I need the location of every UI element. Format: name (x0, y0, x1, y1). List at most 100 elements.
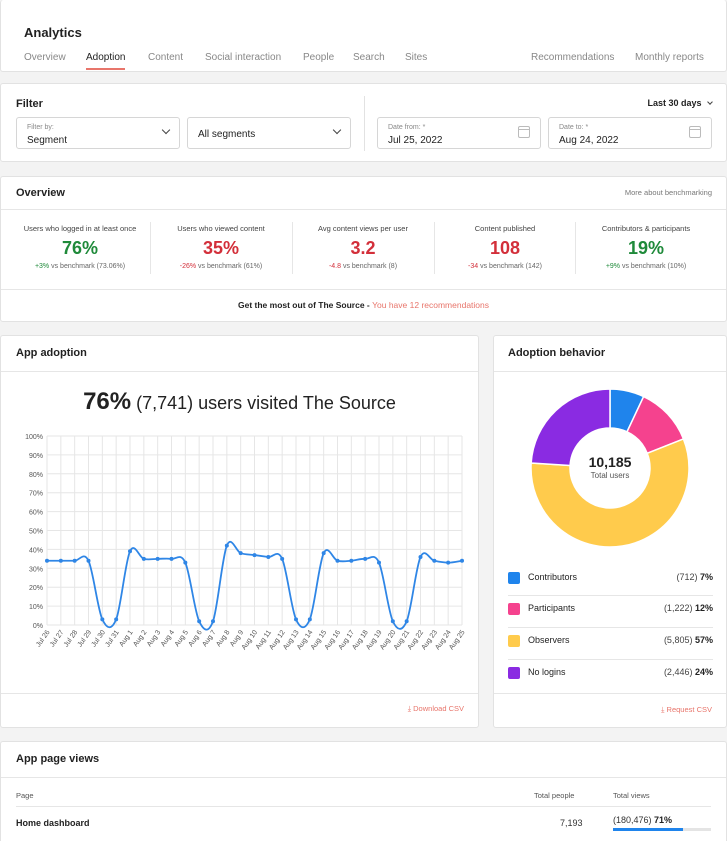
metric-label: Content published (474, 224, 536, 233)
tab-recommendations[interactable]: Recommendations (531, 52, 615, 63)
date-to-field[interactable]: Date to: * Aug 24, 2022 (548, 117, 712, 149)
metric-content-published: Content published 108 -34 vs benchmark (… (435, 224, 575, 270)
legend-divider (508, 627, 713, 628)
metric-users-viewed-content: Users who viewed content 35% -26% vs ben… (151, 224, 291, 270)
date-to-label: Date to: * (559, 124, 589, 131)
metric-benchmark: -34 vs benchmark (142) (435, 263, 575, 270)
request-csv-button[interactable]: ⤓ Request CSV (661, 705, 712, 715)
legend-count: (1,222) (663, 603, 693, 613)
tab-monthly-reports[interactable]: Monthly reports (635, 52, 704, 63)
overview-header-divider (1, 209, 726, 210)
recommendations-link[interactable]: You have 12 recommendations (372, 300, 489, 310)
data-point (349, 558, 354, 563)
tab-overview[interactable]: Overview (24, 52, 66, 63)
benchmark-link[interactable]: More about benchmarking (624, 188, 712, 197)
legend-value: (2,446) 24% (664, 667, 713, 677)
download-csv-button[interactable]: ⤓ Download CSV (408, 704, 464, 714)
overview-panel: Overview More about benchmarking Get the… (0, 176, 727, 322)
metric-users-logged-in: Users who logged in at least once 76% +3… (10, 224, 150, 270)
date-from-label: Date from: * (388, 124, 426, 131)
x-tick-label: Jul 31 (104, 629, 121, 648)
data-point (128, 549, 132, 554)
metric-avg-content-views: Avg content views per user 3.2 -4.8 vs b… (293, 224, 433, 270)
app-page-views-panel: App page views Page Total people Total v… (0, 741, 727, 841)
tab-people[interactable]: People (303, 52, 335, 63)
metric-label: Users who viewed content (177, 224, 265, 233)
legend-count: (5,805) (663, 635, 693, 645)
data-point (224, 543, 229, 548)
date-from-value: Jul 25, 2022 (388, 135, 443, 146)
date-to-value: Aug 24, 2022 (559, 135, 619, 146)
date-range-dropdown[interactable]: Last 30 days (647, 98, 713, 108)
column-header-total-views: Total views (613, 791, 650, 800)
tab-content[interactable]: Content (148, 52, 184, 63)
segments-value: All segments (198, 129, 256, 140)
filter-panel: Filter Last 30 days Filter by: Segment A… (0, 83, 727, 162)
chevron-down-icon (161, 125, 171, 135)
row-views-pct: 71% (654, 815, 673, 825)
y-tick-label: 0% (33, 623, 43, 630)
y-tick-label: 10% (29, 604, 43, 611)
filter-by-label: Filter by: (27, 124, 54, 131)
filter-by-select[interactable]: Filter by: Segment (16, 117, 180, 149)
segments-select[interactable]: All segments (187, 117, 351, 149)
metric-value: 76% (61, 238, 99, 258)
metric-label: Users who logged in at least once (23, 224, 137, 233)
row-page-name[interactable]: Home dashboard (16, 818, 90, 828)
metric-benchmark: -4.8 vs benchmark (8) (293, 263, 433, 270)
filter-divider (364, 96, 365, 151)
data-point (58, 558, 63, 563)
tab-search[interactable]: Search (353, 52, 385, 63)
app-adoption-panel: App adoption 76% (7,741) users visited T… (0, 335, 479, 728)
metric-contributors-participants: Contributors & participants 19% +9% vs b… (576, 224, 716, 270)
adoption-headline: 76% (7,741) users visited The Source (1, 388, 478, 416)
app-adoption-footer-divider (1, 693, 478, 694)
data-point (363, 556, 368, 561)
legend-count: (2,446) (663, 667, 693, 677)
adoption-line-chart: 0%10%20%30%40%50%60%70%80%90%100%Jul 26J… (25, 434, 467, 651)
adoption-behavior-footer-divider (494, 693, 726, 694)
row-total-views: (180,476) 71% (613, 815, 672, 825)
y-tick-label: 40% (29, 547, 43, 554)
y-tick-label: 50% (29, 529, 43, 536)
row-views-bar-fill (613, 828, 683, 831)
analytics-header: Analytics Overview Adoption Content Soci… (0, 0, 727, 72)
adoption-headline-text: (7,741) users visited The Source (131, 393, 396, 413)
legend-name: No logins (528, 667, 566, 677)
tab-sites[interactable]: Sites (405, 52, 428, 63)
metric-divider (292, 222, 293, 274)
data-point (446, 560, 451, 565)
y-tick-label: 70% (29, 491, 43, 498)
total-users-label: Total users (590, 471, 630, 480)
calendar-icon[interactable] (518, 126, 530, 138)
data-point (238, 551, 243, 556)
total-users-value: 10,185 (588, 454, 632, 470)
legend-divider (508, 595, 713, 596)
download-icon: ⤓ (661, 705, 667, 714)
data-point (100, 617, 105, 622)
column-header-total-people: Total people (534, 791, 575, 800)
metric-delta: +9% (605, 263, 621, 270)
tab-adoption[interactable]: Adoption (86, 52, 126, 70)
tab-social-interaction[interactable]: Social interaction (205, 52, 282, 63)
metric-benchmark-text: vs benchmark (8) (341, 263, 398, 270)
date-from-field[interactable]: Date from: * Jul 25, 2022 (377, 117, 541, 149)
filter-title: Filter (16, 98, 43, 110)
data-point (432, 558, 437, 563)
data-point (141, 556, 146, 561)
column-header-page: Page (16, 791, 34, 800)
legend-swatch (508, 635, 520, 647)
overview-footer-divider (1, 289, 726, 290)
metric-value: 108 (489, 238, 521, 258)
metric-benchmark-text: vs benchmark (142) (478, 263, 542, 270)
legend-pct: 57% (694, 635, 713, 645)
data-point (460, 558, 464, 563)
y-tick-label: 90% (29, 453, 43, 460)
calendar-icon[interactable] (689, 126, 701, 138)
adoption-behavior-panel: Adoption behavior 10,185 Total users Con… (493, 335, 727, 728)
data-point (307, 617, 312, 622)
data-point (252, 553, 257, 558)
data-point (155, 556, 160, 561)
data-point (404, 619, 409, 624)
metric-benchmark: -26% vs benchmark (61%) (151, 263, 291, 270)
